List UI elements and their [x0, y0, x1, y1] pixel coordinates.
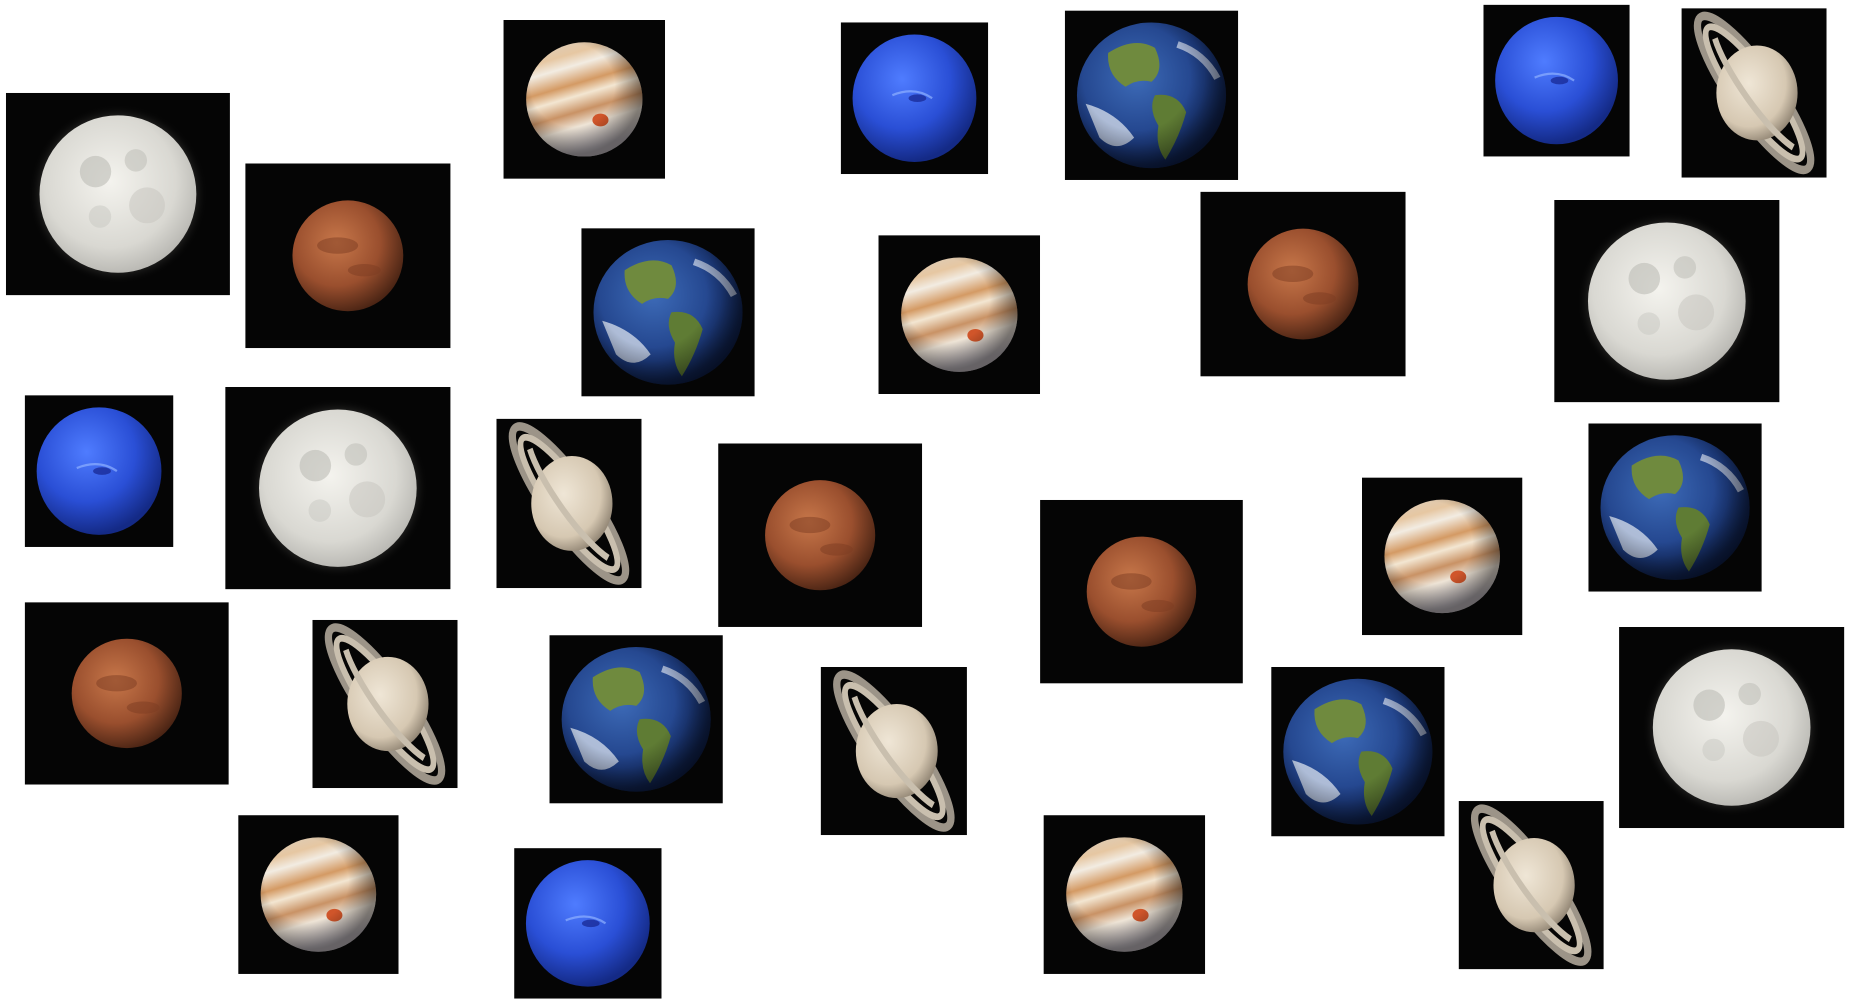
jupiter-tile[interactable]: [1361, 477, 1523, 636]
jupiter-tile[interactable]: [1043, 815, 1206, 974]
earth-tile[interactable]: [550, 635, 723, 803]
mars-tile[interactable]: [1200, 191, 1406, 377]
saturn-tile[interactable]: [1682, 1, 1827, 184]
moon-tile[interactable]: [1619, 626, 1845, 829]
mars-tile[interactable]: [245, 163, 451, 349]
earth-tile[interactable]: [1271, 667, 1444, 836]
neptune-tile[interactable]: [514, 848, 662, 999]
saturn-tile[interactable]: [312, 613, 457, 795]
saturn-tile[interactable]: [821, 660, 967, 842]
earth-tile[interactable]: [581, 228, 754, 396]
earth-tile[interactable]: [1065, 11, 1238, 180]
jupiter-tile[interactable]: [503, 19, 666, 179]
mars-tile[interactable]: [24, 602, 229, 785]
jupiter-tile[interactable]: [238, 815, 399, 974]
jupiter-tile[interactable]: [878, 235, 1041, 395]
earth-tile[interactable]: [1588, 423, 1761, 591]
saturn-tile[interactable]: [496, 412, 641, 595]
moon-tile[interactable]: [225, 386, 451, 590]
mars-tile[interactable]: [1040, 499, 1243, 684]
neptune-tile[interactable]: [1483, 4, 1630, 157]
neptune-tile[interactable]: [24, 395, 174, 547]
saturn-tile[interactable]: [1459, 794, 1604, 976]
neptune-tile[interactable]: [840, 22, 989, 175]
mars-tile[interactable]: [718, 443, 923, 627]
moon-tile[interactable]: [5, 92, 230, 296]
moon-tile[interactable]: [1554, 199, 1780, 403]
